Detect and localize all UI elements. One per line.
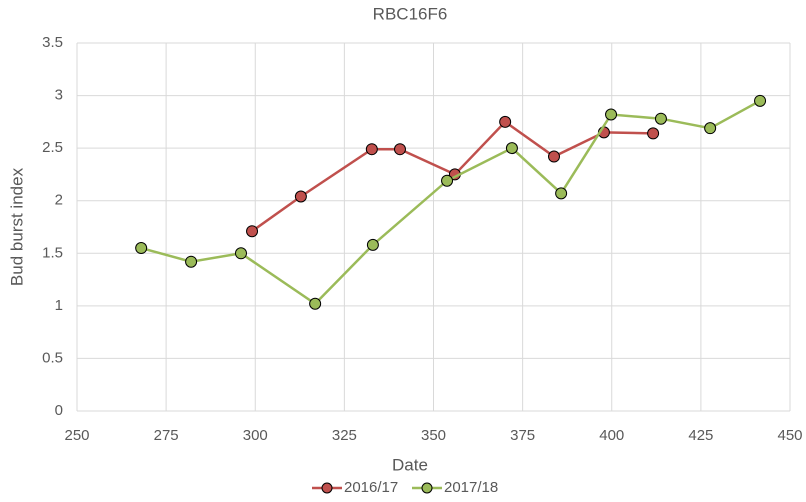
y-tick-label: 0 <box>55 402 63 419</box>
x-tick-label: 450 <box>777 427 802 444</box>
data-point <box>505 142 518 155</box>
data-point <box>647 127 660 140</box>
y-tick-label: 2.5 <box>42 139 63 156</box>
data-point <box>234 247 247 260</box>
data-point <box>294 190 307 203</box>
x-tick-label: 325 <box>332 427 357 444</box>
y-tick-label: 0.5 <box>42 349 63 366</box>
x-tick-label: 300 <box>243 427 268 444</box>
data-point <box>393 143 406 156</box>
data-point <box>246 225 259 238</box>
data-point <box>754 94 767 107</box>
y-tick-label: 1.5 <box>42 244 63 261</box>
y-tick-label: 2 <box>55 192 63 209</box>
data-point <box>309 297 322 310</box>
x-tick-label: 350 <box>421 427 446 444</box>
x-axis-label: Date <box>392 455 428 474</box>
x-tick-label: 425 <box>688 427 713 444</box>
data-point <box>185 255 198 268</box>
data-point <box>135 242 148 255</box>
data-point <box>704 122 717 135</box>
series-line <box>140 99 761 306</box>
legend-marker <box>321 482 333 494</box>
chart-title: RBC16F6 <box>373 4 448 23</box>
legend-item: 2017/18 <box>412 479 498 496</box>
data-point <box>366 238 379 251</box>
x-tick-label: 375 <box>510 427 535 444</box>
legend-marker <box>421 482 433 494</box>
y-tick-label: 3.5 <box>42 34 63 51</box>
data-point <box>555 187 568 200</box>
y-tick-label: 1 <box>55 297 63 314</box>
legend-label: 2017/18 <box>444 479 498 496</box>
x-tick-label: 250 <box>64 427 89 444</box>
x-tick-label: 275 <box>154 427 179 444</box>
data-point <box>654 112 667 125</box>
data-point <box>499 115 512 128</box>
data-point <box>605 108 618 121</box>
data-point <box>547 150 560 163</box>
x-tick-label: 400 <box>599 427 624 444</box>
legend-label: 2016/17 <box>344 479 398 496</box>
y-tick-label: 3 <box>55 87 63 104</box>
data-point <box>441 174 454 187</box>
legend-item: 2016/17 <box>312 479 398 496</box>
y-axis-label: Bud burst index <box>7 167 26 286</box>
data-point <box>365 143 378 156</box>
